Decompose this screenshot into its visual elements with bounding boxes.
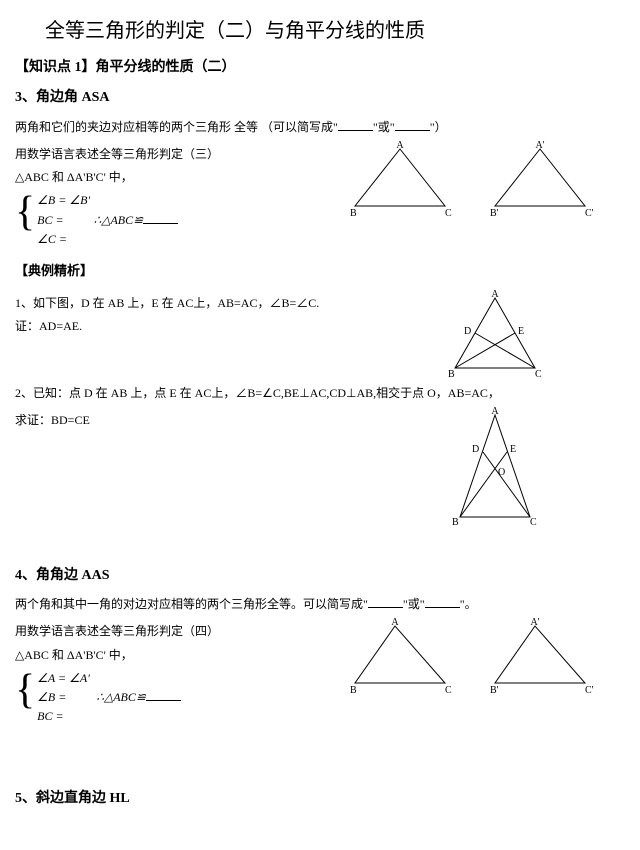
sec3-text2: 用数学语言表述全等三角形判定（三） — [15, 145, 315, 164]
sec4-text1: 两个角和其中一角的对边对应相等的两个三角形全等。可以简写成" "或" "。 — [15, 595, 625, 614]
triangle-abc-prime: A' B' C' — [480, 141, 600, 221]
example-heading: 【典例精析】 — [15, 261, 625, 282]
section-5-heading: 5、斜边直角边 HL — [15, 788, 625, 810]
sec3-text1c: "） — [430, 120, 447, 134]
triangle-abc-prime-2: A' B' C' — [480, 618, 600, 698]
ex2-figure: A B C D E O — [365, 407, 625, 527]
svg-text:O: O — [498, 467, 505, 478]
brace-icon: { — [15, 669, 35, 727]
sec3-conditions: { ∠B = ∠B' BC = ∴△ABC≌ ∠C = — [15, 191, 315, 249]
svg-text:D: D — [464, 326, 471, 337]
svg-text:C: C — [535, 369, 542, 380]
blank — [425, 595, 460, 608]
svg-text:E: E — [510, 444, 516, 455]
blank — [395, 118, 430, 131]
sec4-cond3: BC = — [37, 707, 181, 726]
triangle-abc-2: A B C — [340, 618, 460, 698]
section-3-heading: 3、角边角 ASA — [15, 87, 625, 109]
svg-text:B: B — [350, 685, 357, 696]
sec4-figures: A B C A' B' C' — [315, 618, 625, 698]
ex1-text: 1、如下图，D 在 AB 上，E 在 AC上，AB=AC，∠B=∠C. — [15, 294, 365, 313]
svg-text:B: B — [448, 369, 455, 380]
sec4-text2: 用数学语言表述全等三角形判定（四） — [15, 622, 315, 641]
blank — [143, 211, 178, 224]
sec4-text1c: "。 — [460, 597, 477, 611]
sec3-text1a: 两角和它们的夹边对应相等的两个三角形 全等 （可以简写成" — [15, 120, 338, 134]
svg-text:B': B' — [490, 685, 499, 696]
svg-text:E: E — [518, 326, 524, 337]
sec4-cond2b: ∴△ABC≌ — [96, 690, 146, 704]
blank — [146, 688, 181, 701]
sec4-cond1: ∠A = ∠A' — [37, 669, 181, 688]
svg-text:C': C' — [585, 685, 594, 696]
triangle-abc: A B C — [340, 141, 460, 221]
knowledge-point-heading: 【知识点 1】角平分线的性质（二） — [15, 57, 625, 79]
svg-text:A: A — [391, 618, 399, 628]
sec4-inabc: △ABC 和 ΔA'B'C' 中， — [15, 646, 315, 665]
ex1-proof: 证：AD=AE. — [15, 317, 365, 336]
svg-text:C': C' — [585, 208, 594, 219]
sec4-text1a: 两个角和其中一角的对边对应相等的两个三角形全等。可以简写成" — [15, 597, 368, 611]
ex2-text: 2、已知：点 D 在 AB 上，点 E 在 AC上，∠B=∠C,BE⊥AC,CD… — [15, 384, 625, 403]
svg-text:C: C — [530, 517, 537, 527]
triangle-crossed: A B C D E — [430, 290, 560, 380]
page-title: 全等三角形的判定（二）与角平分线的性质 — [45, 15, 625, 47]
sec3-cond3: ∠C = — [37, 230, 178, 249]
sec3-text1: 两角和它们的夹边对应相等的两个三角形 全等 （可以简写成" "或" "） — [15, 118, 625, 137]
svg-text:B': B' — [490, 208, 499, 219]
section-4-heading: 4、角角边 AAS — [15, 565, 625, 587]
sec3-inabc: △ABC 和 ΔA'B'C' 中， — [15, 168, 315, 187]
sec4-text1b: "或" — [403, 597, 425, 611]
sec3-cond2a: BC = — [37, 213, 63, 227]
svg-text:A: A — [396, 141, 404, 151]
svg-text:B: B — [452, 517, 459, 527]
svg-text:A': A' — [530, 618, 539, 628]
sec3-cond2b: ∴△ABC≌ — [94, 213, 144, 227]
svg-text:A: A — [491, 290, 499, 300]
blank — [338, 118, 373, 131]
ex1-figure: A B C D E — [365, 290, 625, 380]
ex2-proof: 求证：BD=CE — [15, 411, 365, 430]
sec4-cond2a: ∠B = — [37, 690, 66, 704]
sec3-cond1: ∠B = ∠B' — [37, 191, 178, 210]
svg-text:C: C — [445, 685, 452, 696]
blank — [368, 595, 403, 608]
svg-text:A': A' — [535, 141, 544, 151]
sec3-text1b: "或" — [373, 120, 395, 134]
brace-icon: { — [15, 191, 35, 249]
svg-text:A: A — [491, 407, 499, 417]
sec3-figures: A B C A' B' C' — [315, 141, 625, 221]
svg-text:C: C — [445, 208, 452, 219]
sec4-conditions: { ∠A = ∠A' ∠B = ∴△ABC≌ BC = — [15, 669, 315, 727]
svg-text:D: D — [472, 444, 479, 455]
svg-text:B: B — [350, 208, 357, 219]
triangle-with-perpendiculars: A B C D E O — [430, 407, 560, 527]
